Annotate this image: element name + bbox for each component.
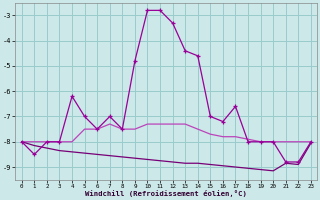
X-axis label: Windchill (Refroidissement éolien,°C): Windchill (Refroidissement éolien,°C)	[85, 190, 247, 197]
